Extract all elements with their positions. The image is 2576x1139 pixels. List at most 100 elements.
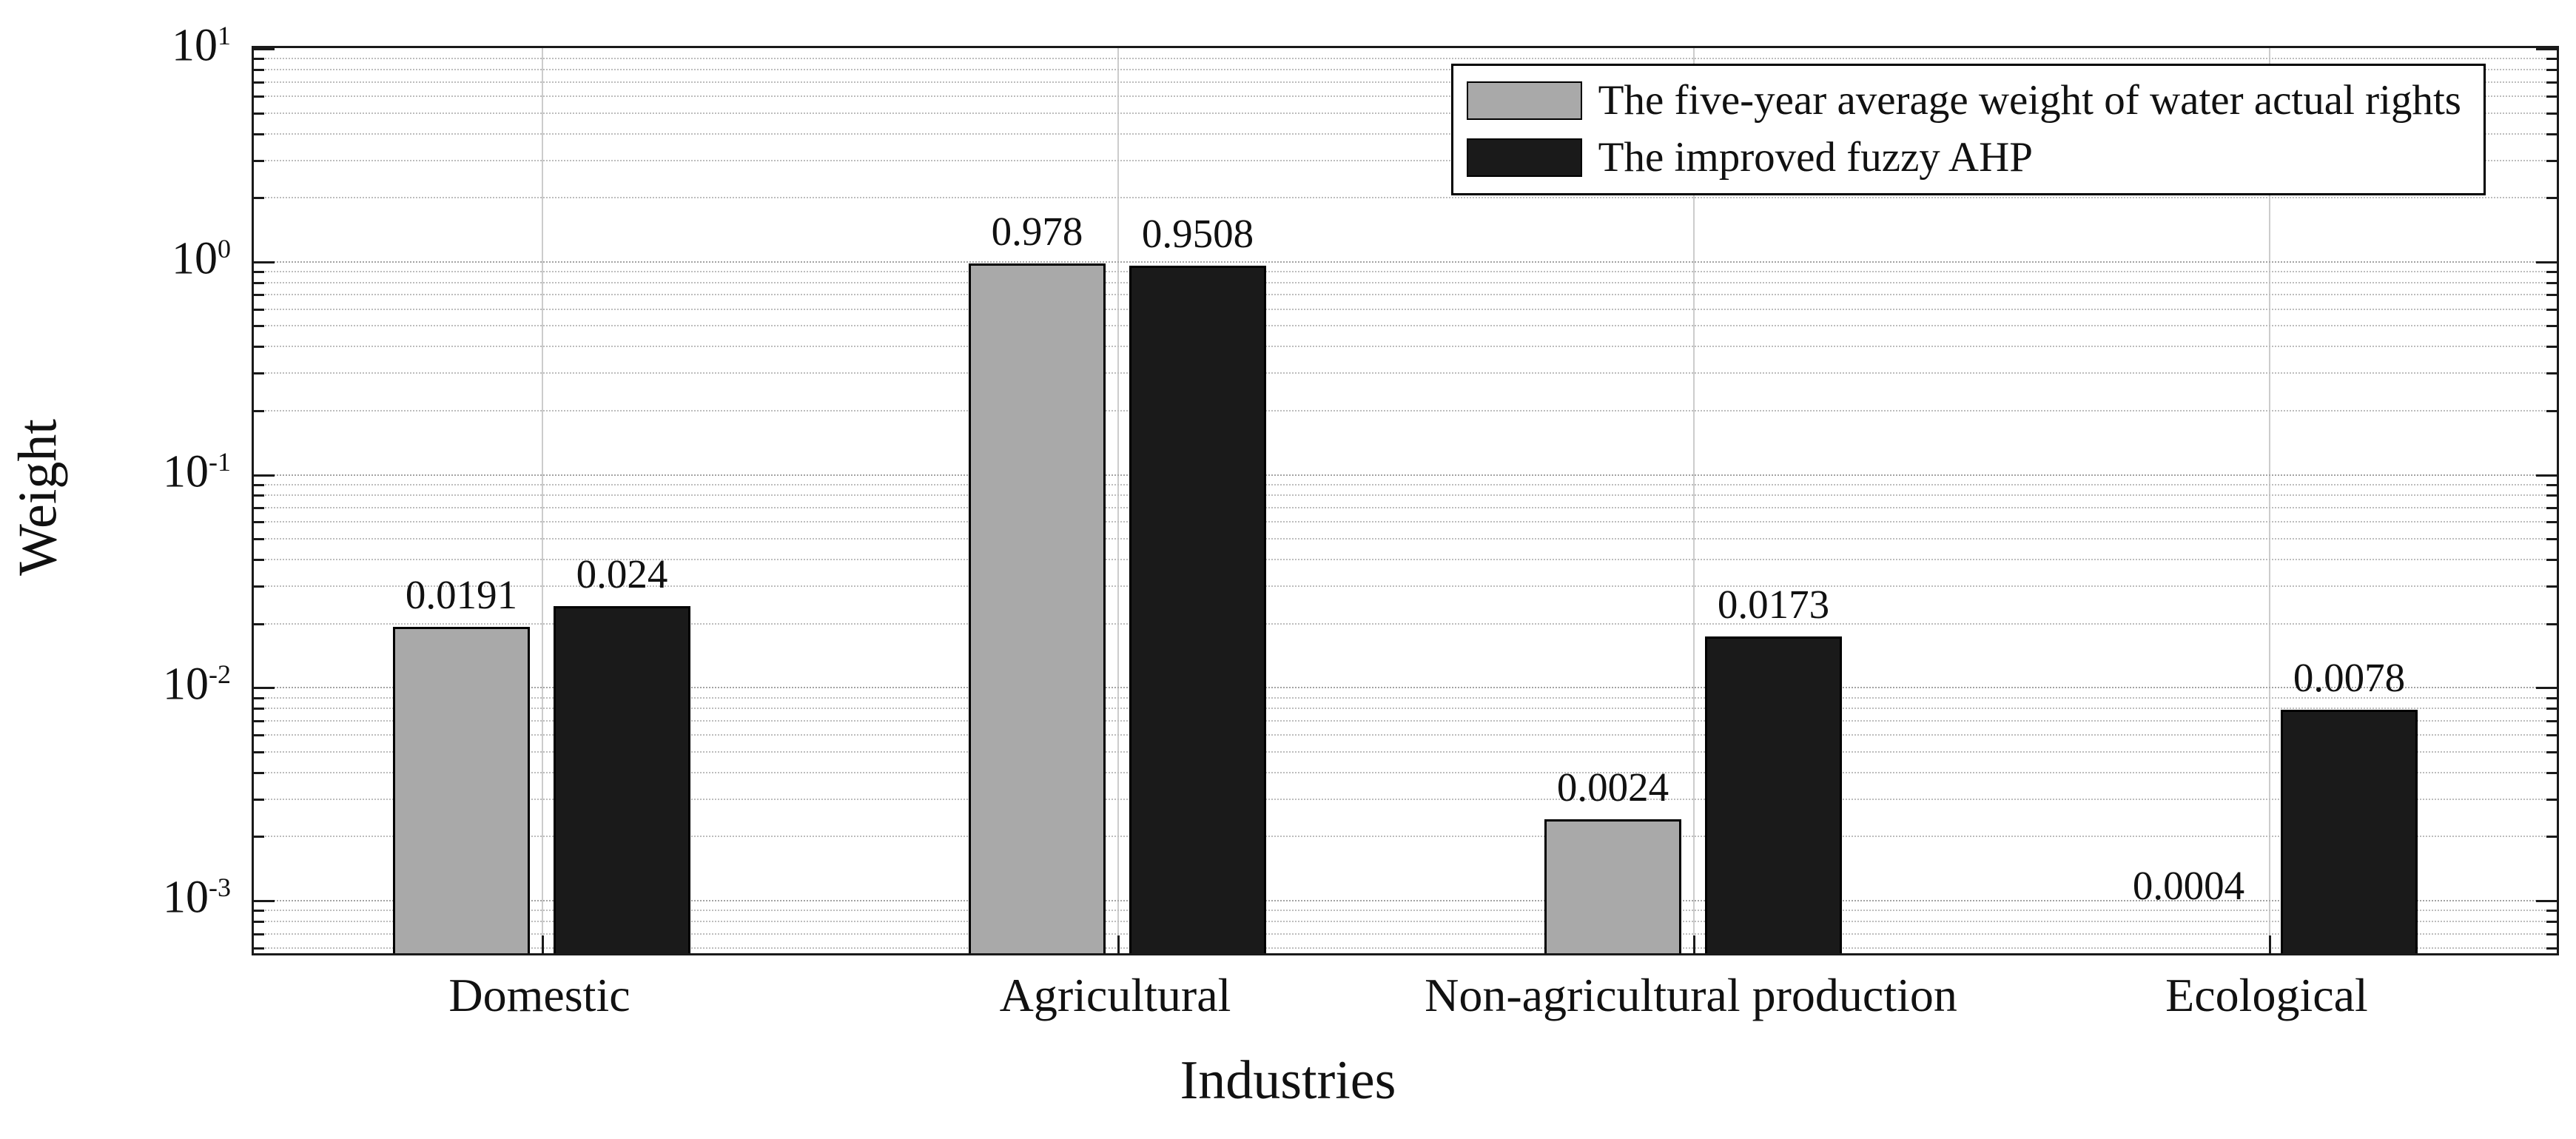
y-minor-tick (2546, 734, 2557, 737)
y-minor-tick (254, 734, 264, 737)
y-minor-tick (2546, 622, 2557, 625)
y-minor-tick (254, 281, 264, 284)
y-minor-tick (2546, 308, 2557, 311)
y-major-tick (254, 474, 275, 477)
gridline-v (1117, 48, 1119, 953)
legend: The five-year average weight of water ac… (1450, 64, 2486, 195)
y-minor-tick (2546, 836, 2557, 839)
y-major-tick (2536, 900, 2557, 903)
y-minor-tick (254, 308, 264, 311)
y-tick-label: 10-1 (163, 446, 231, 497)
y-minor-tick (2546, 409, 2557, 412)
y-minor-tick (2546, 159, 2557, 162)
bar (1544, 819, 1681, 953)
gridline-h-minor (254, 507, 2557, 509)
gridline-h-minor (254, 494, 2557, 497)
y-minor-tick (254, 696, 264, 699)
y-minor-tick (2546, 771, 2557, 774)
y-tick-label: 10-2 (163, 659, 231, 710)
y-minor-tick (254, 538, 264, 541)
gridline-h-minor (254, 132, 2557, 135)
y-minor-tick (254, 910, 264, 913)
x-tick-label: Non-agricultural production (1425, 969, 1957, 1021)
bar-value-label: 0.024 (576, 551, 668, 597)
y-minor-tick (254, 325, 264, 328)
y-minor-tick (2546, 708, 2557, 710)
gridline-h-minor (254, 622, 2557, 625)
y-minor-tick (2546, 494, 2557, 497)
bar-value-label: 0.0024 (1556, 764, 1669, 810)
plot-area: 0.0191 0.978 0.0024 0.0004 0.024 0.9508 0.0173… (252, 46, 2559, 955)
bar (554, 605, 690, 953)
gridline-h-minor (254, 798, 2557, 800)
gridline-h-minor (254, 585, 2557, 587)
legend-label: The five-year average weight of water ac… (1598, 77, 2461, 124)
y-minor-tick (254, 708, 264, 710)
bar-value-label: 0.0173 (1717, 581, 1830, 627)
gridline-h-minor (254, 346, 2557, 348)
y-minor-tick (254, 836, 264, 839)
gridline-h-minor (254, 325, 2557, 327)
y-tick-label: 100 (172, 233, 231, 284)
y-minor-tick (2546, 132, 2557, 135)
y-minor-tick (254, 159, 264, 162)
y-minor-tick (254, 771, 264, 774)
gridline-h-minor (254, 734, 2557, 736)
gridline-h-minor (254, 197, 2557, 199)
y-minor-tick (2546, 559, 2557, 561)
y-minor-tick (2546, 294, 2557, 297)
y-minor-tick (254, 409, 264, 412)
gridline-h-major (254, 900, 2557, 902)
y-minor-tick (2546, 81, 2557, 84)
y-minor-tick (2546, 95, 2557, 98)
y-major-tick (254, 48, 275, 50)
y-minor-tick (2546, 798, 2557, 801)
gridline-h-minor (254, 521, 2557, 523)
y-minor-tick (2546, 325, 2557, 328)
gridline-v (1693, 48, 1695, 953)
y-minor-tick (2546, 112, 2557, 115)
y-minor-tick (254, 933, 264, 935)
x-tick (1693, 935, 1695, 953)
gridline-h-minor (254, 95, 2557, 97)
y-minor-tick (254, 197, 264, 200)
y-minor-tick (254, 507, 264, 510)
y-minor-tick (2546, 372, 2557, 375)
gridline-h-minor (254, 708, 2557, 710)
bar-value-label: 0.9508 (1141, 211, 1254, 257)
y-minor-tick (2546, 947, 2557, 950)
gridline-h-minor (254, 58, 2557, 60)
legend-label: The improved fuzzy AHP (1598, 134, 2033, 181)
y-major-tick (254, 687, 275, 690)
y-minor-tick (254, 58, 264, 61)
y-minor-tick (254, 95, 264, 98)
bar-value-label: 0.0004 (2132, 863, 2245, 908)
gridline-h-minor (254, 836, 2557, 838)
gridline-h-minor (254, 294, 2557, 296)
y-minor-tick (254, 112, 264, 115)
y-minor-tick (2546, 68, 2557, 71)
y-minor-tick (254, 798, 264, 801)
gridline-h-minor (254, 483, 2557, 485)
gridline-h-minor (254, 81, 2557, 83)
gridline-h-minor (254, 372, 2557, 374)
x-axis-title: Industries (1180, 1050, 1396, 1111)
y-minor-tick (254, 559, 264, 561)
y-minor-tick (254, 68, 264, 71)
bar (2281, 710, 2418, 953)
y-major-tick (254, 261, 275, 263)
gridline-h-minor (254, 409, 2557, 411)
gridline-h-minor (254, 308, 2557, 310)
bar (1129, 266, 1266, 953)
y-minor-tick (254, 294, 264, 297)
gridline-h-minor (254, 68, 2557, 70)
gridline-h-minor (254, 281, 2557, 283)
y-tick-label: 101 (172, 20, 231, 71)
gridline-h-minor (254, 696, 2557, 699)
x-tick-label: Ecological (2165, 969, 2368, 1021)
legend-swatch (1466, 81, 1582, 120)
gridline-h-minor (254, 910, 2557, 912)
gridline-v (542, 48, 543, 953)
y-minor-tick (2546, 910, 2557, 913)
gridline-h-minor (254, 559, 2557, 560)
